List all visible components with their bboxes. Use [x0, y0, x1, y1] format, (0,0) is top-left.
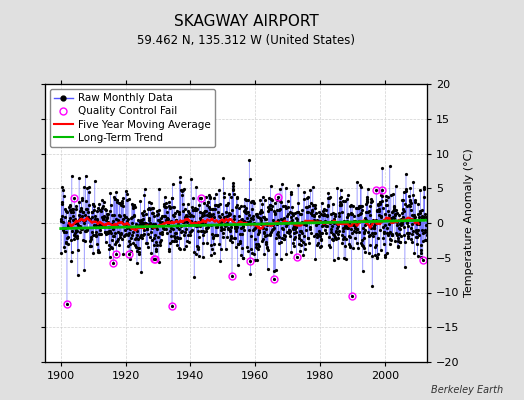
- Y-axis label: Temperature Anomaly (°C): Temperature Anomaly (°C): [464, 149, 474, 297]
- Legend: Raw Monthly Data, Quality Control Fail, Five Year Moving Average, Long-Term Tren: Raw Monthly Data, Quality Control Fail, …: [50, 89, 215, 147]
- Text: Berkeley Earth: Berkeley Earth: [431, 385, 503, 395]
- Text: SKAGWAY AIRPORT: SKAGWAY AIRPORT: [174, 14, 319, 29]
- Text: 59.462 N, 135.312 W (United States): 59.462 N, 135.312 W (United States): [137, 34, 355, 47]
